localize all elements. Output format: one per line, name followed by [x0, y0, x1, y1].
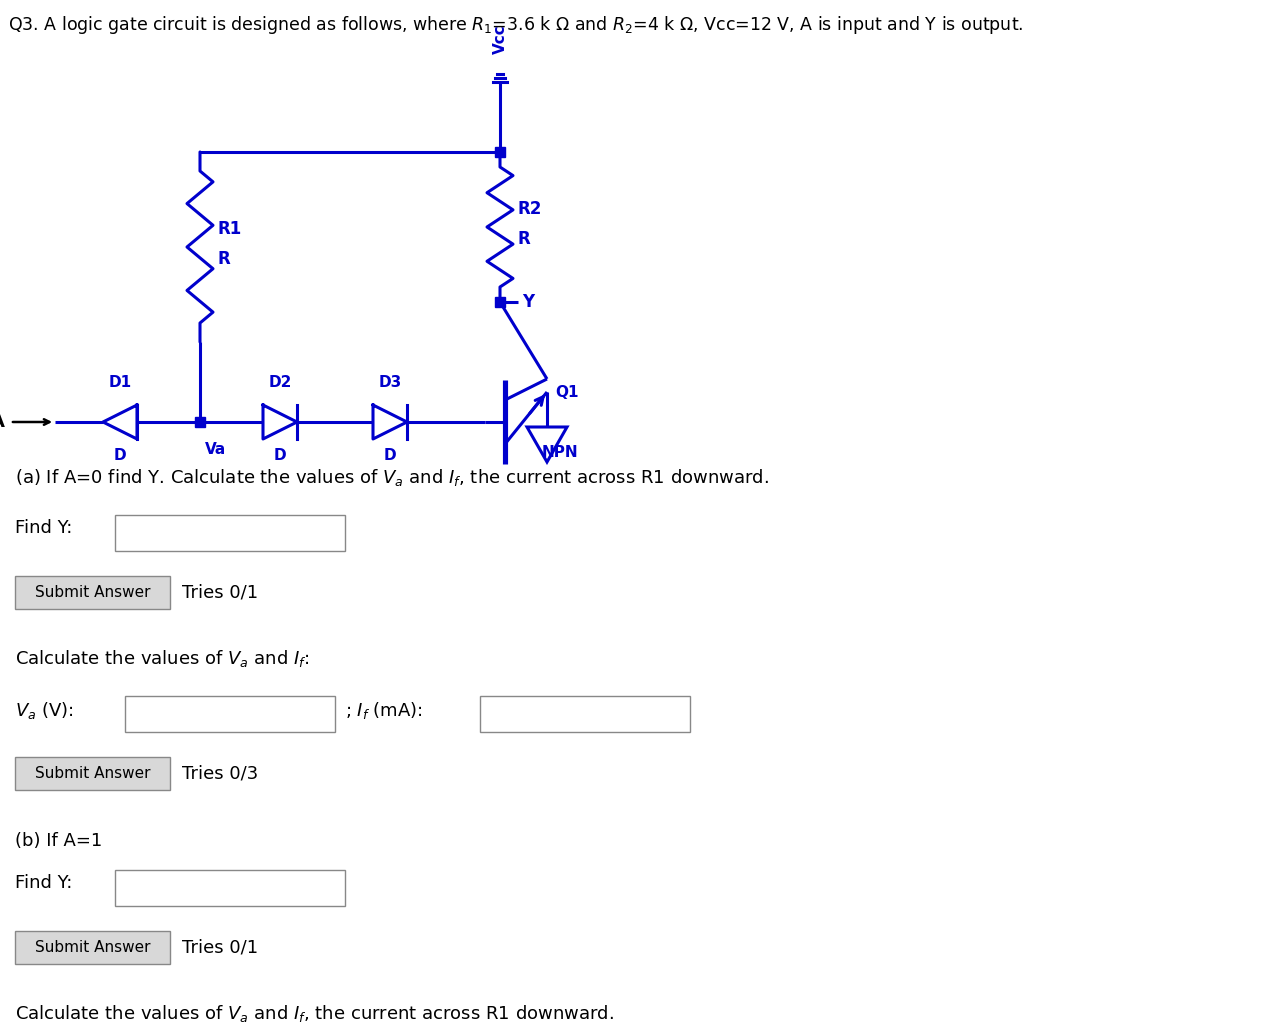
- Text: D: D: [384, 448, 397, 463]
- Text: Vcc: Vcc: [492, 25, 507, 54]
- Text: D1: D1: [108, 375, 131, 390]
- Text: (b) If A=1: (b) If A=1: [15, 832, 102, 850]
- Text: Calculate the values of $V_a$ and $I_f$, the current across R1 downward.: Calculate the values of $V_a$ and $I_f$,…: [15, 1003, 614, 1022]
- Text: A: A: [0, 413, 5, 431]
- Text: Submit Answer: Submit Answer: [35, 766, 151, 781]
- Text: Tries 0/1: Tries 0/1: [182, 938, 258, 957]
- Text: Tries 0/1: Tries 0/1: [182, 584, 258, 602]
- FancyBboxPatch shape: [115, 870, 345, 905]
- FancyBboxPatch shape: [15, 931, 170, 964]
- Text: R1: R1: [218, 220, 242, 238]
- Text: NPN: NPN: [542, 445, 578, 460]
- Text: ; $I_f$ (mA):: ; $I_f$ (mA):: [345, 700, 422, 721]
- Text: D3: D3: [379, 375, 402, 390]
- Text: Va: Va: [205, 442, 227, 457]
- Text: R2: R2: [518, 200, 542, 218]
- Text: Find Y:: Find Y:: [15, 874, 72, 892]
- Text: Submit Answer: Submit Answer: [35, 940, 151, 955]
- Text: (a) If A=0 find Y. Calculate the values of $V_a$ and $I_f$, the current across R: (a) If A=0 find Y. Calculate the values …: [15, 467, 769, 487]
- Text: Y: Y: [522, 293, 535, 311]
- FancyBboxPatch shape: [125, 696, 335, 732]
- FancyBboxPatch shape: [15, 757, 170, 790]
- Text: Calculate the values of $V_a$ and $I_f$:: Calculate the values of $V_a$ and $I_f$:: [15, 648, 309, 669]
- Text: D: D: [273, 448, 286, 463]
- Text: Q3. A logic gate circuit is designed as follows, where $R_1$=3.6 k $\Omega$ and : Q3. A logic gate circuit is designed as …: [8, 14, 1024, 36]
- Text: Q1: Q1: [555, 385, 578, 400]
- FancyBboxPatch shape: [15, 576, 170, 609]
- Text: Tries 0/3: Tries 0/3: [182, 764, 259, 783]
- Text: R: R: [218, 250, 231, 268]
- Text: D: D: [113, 448, 126, 463]
- Text: Find Y:: Find Y:: [15, 519, 72, 537]
- Text: $V_a$ (V):: $V_a$ (V):: [15, 700, 73, 721]
- FancyBboxPatch shape: [115, 515, 345, 551]
- Text: D2: D2: [268, 375, 291, 390]
- Text: R: R: [518, 230, 531, 248]
- FancyBboxPatch shape: [480, 696, 690, 732]
- Text: Submit Answer: Submit Answer: [35, 585, 151, 600]
